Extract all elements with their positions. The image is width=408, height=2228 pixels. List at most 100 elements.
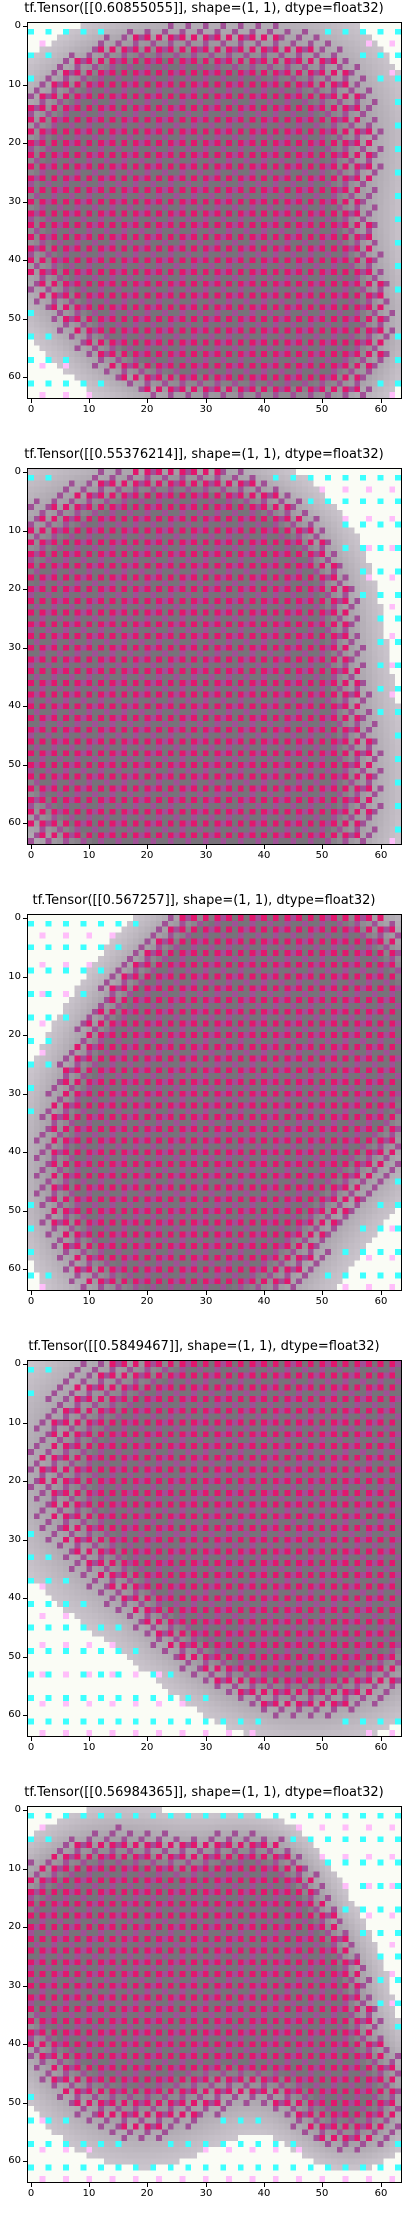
image-axes (27, 914, 402, 1291)
generated-image (28, 1361, 401, 1736)
y-tick-label: 50 (8, 1651, 21, 1662)
y-tick-label: 40 (8, 2038, 21, 2049)
y-tick-mark (23, 1269, 27, 1270)
y-tick-label: 60 (8, 817, 21, 828)
y-tick-mark (23, 85, 27, 86)
x-tick-label: 60 (374, 2188, 388, 2199)
x-tick-mark (381, 1737, 382, 1741)
x-tick-label: 10 (82, 1296, 96, 1307)
x-tick-mark (89, 1291, 90, 1295)
x-tick-label: 0 (27, 404, 35, 415)
y-tick-mark (23, 765, 27, 766)
y-tick-mark (23, 1715, 27, 1716)
x-tick-label: 30 (199, 1742, 213, 1753)
y-tick-label: 20 (8, 1475, 21, 1486)
x-tick-mark (322, 1737, 323, 1741)
y-tick-label: 20 (8, 1029, 21, 1040)
x-tick-label: 50 (315, 1742, 329, 1753)
y-tick-label: 30 (8, 196, 21, 207)
y-tick-label: 10 (8, 1417, 21, 1428)
x-tick-label: 40 (257, 404, 271, 415)
x-tick-mark (264, 1737, 265, 1741)
y-tick-label: 20 (8, 137, 21, 148)
x-tick-label: 20 (140, 404, 154, 415)
y-tick-mark (23, 2103, 27, 2104)
y-tick-mark (23, 1094, 27, 1095)
y-tick-mark (23, 2044, 27, 2045)
y-tick-mark (23, 1152, 27, 1153)
y-tick-label: 10 (8, 79, 21, 90)
x-tick-mark (322, 399, 323, 403)
x-tick-mark (322, 1291, 323, 1295)
x-tick-mark (206, 2183, 207, 2187)
x-tick-label: 30 (199, 850, 213, 861)
y-tick-mark (23, 1364, 27, 1365)
x-tick-label: 50 (315, 2188, 329, 2199)
panel-title: tf.Tensor([[0.60855055]], shape=(1, 1), … (24, 1, 384, 16)
x-tick-label: 30 (199, 404, 213, 415)
x-tick-label: 30 (199, 1296, 213, 1307)
x-tick-mark (147, 1291, 148, 1295)
x-tick-label: 40 (257, 2188, 271, 2199)
x-tick-mark (89, 1737, 90, 1741)
y-tick-mark (23, 202, 27, 203)
y-tick-label: 10 (8, 525, 21, 536)
image-panel: tf.Tensor([[0.567257]], shape=(1, 1), dt… (0, 892, 408, 1336)
y-tick-mark (23, 472, 27, 473)
y-tick-label: 60 (8, 1263, 21, 1274)
y-tick-mark (23, 648, 27, 649)
generated-image (28, 23, 401, 398)
image-panel: tf.Tensor([[0.56984365]], shape=(1, 1), … (0, 1784, 408, 2228)
x-tick-mark (264, 399, 265, 403)
y-tick-mark (23, 1810, 27, 1811)
x-tick-mark (264, 2183, 265, 2187)
y-tick-mark (23, 706, 27, 707)
y-tick-label: 40 (8, 1592, 21, 1603)
y-tick-mark (23, 1927, 27, 1928)
y-tick-mark (23, 1540, 27, 1541)
y-tick-label: 60 (8, 371, 21, 382)
x-tick-mark (206, 1291, 207, 1295)
y-tick-mark (23, 1986, 27, 1987)
y-tick-label: 0 (14, 1358, 21, 1369)
y-tick-mark (23, 319, 27, 320)
x-tick-mark (31, 845, 32, 849)
y-tick-mark (23, 589, 27, 590)
generated-image (28, 469, 401, 844)
x-tick-label: 0 (27, 1296, 35, 1307)
panel-title: tf.Tensor([[0.56984365]], shape=(1, 1), … (24, 1785, 384, 1800)
y-tick-label: 40 (8, 254, 21, 265)
x-tick-label: 50 (315, 850, 329, 861)
x-tick-label: 50 (315, 404, 329, 415)
y-tick-label: 0 (14, 912, 21, 923)
y-tick-mark (23, 823, 27, 824)
y-tick-label: 30 (8, 1088, 21, 1099)
x-tick-mark (147, 399, 148, 403)
x-tick-mark (147, 845, 148, 849)
x-tick-mark (147, 2183, 148, 2187)
image-axes (27, 468, 402, 845)
y-tick-label: 20 (8, 583, 21, 594)
x-tick-label: 0 (27, 2188, 35, 2199)
y-tick-label: 30 (8, 642, 21, 653)
y-tick-label: 0 (14, 20, 21, 31)
x-tick-label: 0 (27, 850, 35, 861)
y-tick-mark (23, 1869, 27, 1870)
image-axes (27, 1360, 402, 1737)
x-tick-label: 10 (82, 850, 96, 861)
y-tick-mark (23, 377, 27, 378)
x-tick-label: 40 (257, 850, 271, 861)
x-tick-mark (206, 399, 207, 403)
y-tick-label: 0 (14, 1804, 21, 1815)
x-tick-mark (264, 845, 265, 849)
y-tick-label: 30 (8, 1980, 21, 1991)
y-tick-mark (23, 1035, 27, 1036)
y-tick-mark (23, 1598, 27, 1599)
x-tick-mark (31, 1737, 32, 1741)
x-tick-label: 20 (140, 850, 154, 861)
y-tick-label: 10 (8, 1863, 21, 1874)
x-tick-mark (31, 399, 32, 403)
image-panel: tf.Tensor([[0.60855055]], shape=(1, 1), … (0, 0, 408, 444)
x-tick-mark (381, 399, 382, 403)
x-tick-label: 30 (199, 2188, 213, 2199)
